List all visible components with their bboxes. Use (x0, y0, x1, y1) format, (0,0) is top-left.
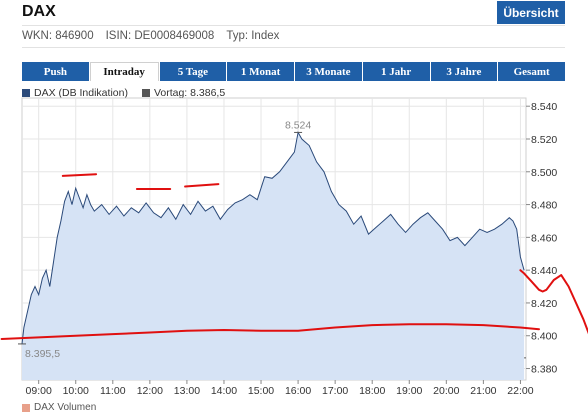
x-tick-label: 19:00 (396, 385, 422, 397)
y-tick-label: 8.480 (531, 200, 557, 212)
x-tick-label: 12:00 (137, 385, 163, 397)
timeframe-tabs: Push Intraday 5 Tage 1 Monat 3 Monate 1 … (22, 62, 565, 81)
tab-1-monat[interactable]: 1 Monat (227, 62, 294, 81)
tab-push[interactable]: Push (22, 62, 89, 81)
volume-swatch-icon (22, 403, 30, 412)
legend-prev-label: Vortag: 8.386,5 (153, 87, 226, 99)
high-label: 8.524 (285, 119, 311, 131)
chart-legend: DAX (DB Indikation) Vortag: 8.386,5 (22, 87, 225, 99)
series-swatch-icon (22, 89, 30, 97)
y-tick-label: 8.540 (531, 101, 557, 113)
instrument-meta: WKN: 846900 ISIN: DE0008469008 Typ: Inde… (22, 30, 279, 42)
legend-series-label: DAX (DB Indikation) (34, 87, 128, 99)
x-tick-label: 20:00 (433, 385, 459, 397)
overview-button[interactable]: Übersicht (497, 1, 565, 24)
x-tick-label: 09:00 (26, 385, 52, 397)
y-tick-label: 8.420 (531, 298, 557, 310)
tab-1-jahr[interactable]: 1 Jahr (362, 62, 430, 81)
header-divider-bottom (22, 47, 565, 48)
prev-swatch-icon (141, 89, 150, 97)
wkn-label: WKN: 846900 (22, 30, 94, 42)
tab-intraday[interactable]: Intraday (89, 62, 159, 81)
x-tick-label: 11:00 (100, 385, 126, 397)
red-forecast-curve (519, 269, 588, 335)
type-label: Typ: Index (226, 30, 280, 42)
legend-item-series: DAX (DB Indikation) (22, 87, 128, 99)
tab-5-tage[interactable]: 5 Tage (159, 62, 227, 81)
page-title: DAX (22, 3, 56, 20)
y-tick-label: 8.460 (531, 232, 557, 244)
y-tick-label: 8.440 (531, 265, 557, 277)
y-tick-label: 8.400 (531, 331, 557, 343)
tab-gesamt[interactable]: Gesamt (498, 62, 565, 81)
series-line (21, 130, 525, 344)
legend-item-prev: Vortag: 8.386,5 (141, 87, 226, 99)
volume-legend: DAX Volumen (22, 402, 96, 413)
x-tick-label: 14:00 (211, 385, 237, 397)
header-divider-top (22, 25, 565, 26)
x-tick-label: 15:00 (248, 385, 274, 397)
red-dash-annotation (184, 183, 220, 188)
y-tick-label: 8.500 (531, 167, 557, 179)
tab-3-monate[interactable]: 3 Monate (295, 62, 362, 81)
red-dash-annotation (61, 173, 98, 177)
x-tick-label: 18:00 (359, 385, 385, 397)
red-support-curve (0, 323, 540, 340)
x-tick-label: 21:00 (470, 385, 496, 397)
x-tick-label: 13:00 (174, 385, 200, 397)
tab-3-jahre[interactable]: 3 Jahre (430, 62, 498, 81)
x-tick-label: 10:00 (63, 385, 89, 397)
y-tick-label: 8.520 (531, 134, 557, 146)
y-tick-label: 8.380 (531, 364, 557, 376)
x-tick-label: 17:00 (322, 385, 348, 397)
volume-label: DAX Volumen (34, 402, 97, 413)
low-label: 8.395,5 (25, 348, 60, 360)
series-area (22, 132, 525, 380)
isin-label: ISIN: DE0008469008 (105, 30, 215, 42)
x-tick-label: 16:00 (285, 385, 311, 397)
x-tick-label: 22:00 (507, 385, 533, 397)
